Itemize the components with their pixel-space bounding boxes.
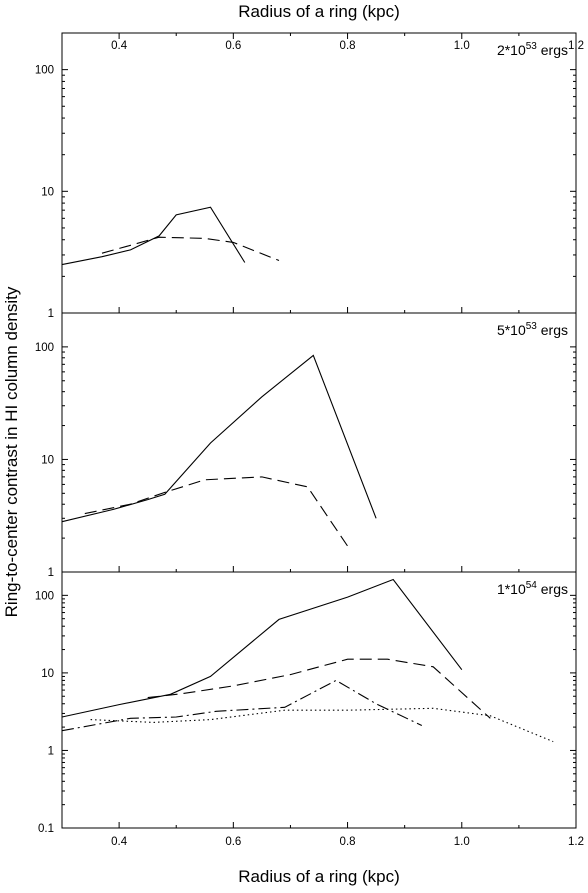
series-line-solid	[61, 206, 246, 266]
chart-panel-1: 0.4 0.6 0.8 1.0 1.2 1 10 100 2*1053 ergs	[35, 32, 584, 320]
y-tick-label: 10	[41, 454, 54, 466]
y-tick-label: 10	[41, 186, 54, 198]
top-x-tick-label: 0.8	[340, 40, 356, 52]
chart-panel-2: 1 10 100 5*1053 ergs	[35, 312, 577, 579]
top-x-tick-label: 1.2	[568, 40, 584, 52]
annotation-base: 5*10	[497, 322, 526, 338]
series-line-dashed	[147, 658, 491, 719]
series-line-dashed	[101, 236, 280, 262]
x-tick-label: 0.4	[111, 836, 128, 848]
y-tick-label: 0.1	[38, 823, 54, 835]
y-tick-label: 100	[35, 590, 54, 602]
plot-frame	[61, 312, 577, 573]
series-line-dashed	[84, 476, 349, 547]
annotation-exponent: 53	[526, 321, 538, 332]
y-axis-title: Ring-to-center contrast in HI column den…	[2, 286, 21, 617]
series-line-dotted	[90, 707, 554, 743]
energy-annotation: 2*1053 ergs	[497, 41, 568, 58]
y-tick-label: 1	[48, 567, 54, 579]
y-tick-label: 100	[35, 65, 54, 77]
series-line-solid	[61, 354, 377, 523]
annotation-unit: ergs	[537, 322, 568, 338]
x-tick-label: 1.0	[454, 836, 470, 848]
x-tick-label: 0.8	[340, 836, 356, 848]
top-x-tick-label: 1.0	[454, 40, 470, 52]
plot-frame	[61, 571, 577, 829]
y-tick-label: 10	[41, 668, 54, 680]
bottom-axis-title: Radius of a ring (kpc)	[238, 867, 400, 886]
plot-frame	[61, 32, 577, 314]
x-tick-label: 1.2	[568, 836, 584, 848]
y-tick-label: 1	[48, 745, 54, 757]
top-axis-title: Radius of a ring (kpc)	[238, 2, 400, 21]
y-tick-label: 100	[35, 342, 54, 354]
energy-annotation: 1*1054 ergs	[497, 580, 568, 597]
energy-annotation: 5*1053 ergs	[497, 321, 568, 338]
top-x-tick-label: 0.4	[111, 40, 128, 52]
annotation-base: 1*10	[497, 581, 526, 597]
y-tick-label: 1	[48, 308, 54, 320]
chart-panel-3: 0.4 0.6 0.8 1.0 1.2 0.1 1 10 100 1*1054 ergs	[35, 571, 584, 848]
annotation-unit: ergs	[537, 42, 568, 58]
annotation-exponent: 53	[526, 41, 538, 52]
annotation-unit: ergs	[537, 581, 568, 597]
annotation-base: 2*10	[497, 42, 526, 58]
top-x-tick-label: 0.6	[225, 40, 241, 52]
x-tick-label: 0.6	[225, 836, 241, 848]
series-line-solid	[61, 578, 463, 718]
annotation-exponent: 54	[526, 580, 538, 591]
series-line-dashdot	[61, 679, 423, 732]
